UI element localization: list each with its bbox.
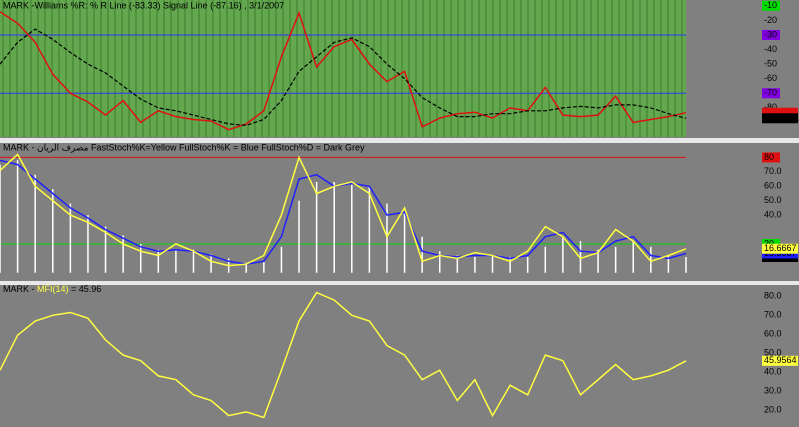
y-tick-label: 50.0 [764,348,782,358]
y-tick-label: -80 [764,102,777,112]
bar [157,249,160,273]
bar [333,181,335,273]
y-tick-label: 60.0 [764,181,782,191]
y-tick-label: 20.0 [764,404,782,414]
bar [650,246,652,273]
level-box [762,29,780,40]
bar [526,256,529,273]
bar [263,261,265,273]
value-box [762,113,798,124]
panel-title: MARK - MFI(14) = 45.96 [3,284,101,294]
title-text: = 45.96 [71,284,101,294]
y-tick-label: 60.0 [764,329,782,339]
level-label: -10 [764,0,777,10]
bar [579,241,582,273]
bar [192,249,195,273]
bar [210,254,212,273]
level-label: 20 [764,238,774,248]
panel-title: MARK - مصرف الريان FastStoch%K=Yellow Fu… [3,142,365,153]
y-tick-label: -40 [764,44,777,54]
bar [509,256,511,273]
bar [562,236,564,273]
bar [315,181,318,273]
vertical-grid [0,0,686,137]
level-label: -70 [764,88,777,98]
bar [544,246,547,273]
y-tick-label: 70.0 [764,310,782,320]
y-tick-label: -60 [764,73,777,83]
y-tick-label: 80.0 [764,291,782,301]
bar [0,164,1,273]
bar [632,241,634,273]
bar [368,186,371,273]
separator [0,138,799,143]
bar [104,226,107,273]
value-label: -87.1641 [764,113,799,123]
y-tick-label: 40.0 [764,209,782,219]
level-box [762,0,780,11]
bar [139,243,142,273]
bar [175,249,177,273]
y-tick-label: -50 [764,59,777,69]
bar [16,160,19,273]
bar [34,174,36,273]
y-tick-label: 50.0 [764,195,782,205]
value-box [762,107,798,118]
bar [69,203,72,273]
series-line [0,153,687,267]
series-line [0,10,687,131]
y-tick-label: 40.0 [764,366,782,376]
bar [245,262,248,273]
value-box [762,355,798,366]
y-tick-label: -20 [764,15,777,25]
bar [438,251,441,273]
bar [403,212,406,273]
bar [491,255,494,273]
level-label: 80 [764,152,774,162]
bar [52,189,54,273]
bar [614,246,617,273]
level-label: -30 [764,29,777,39]
series-line [0,291,687,419]
bar [597,249,599,273]
bar [122,235,124,273]
separator [0,281,799,285]
bar [87,215,89,273]
series-name: MFI(14) [37,284,69,294]
bar [298,200,300,273]
bar [351,184,353,273]
value-box [762,243,798,254]
bar [280,246,283,273]
bar [421,236,423,273]
y-tick-label: 30.0 [764,385,782,395]
title-text: MARK - [3,284,35,294]
value-label: 16.6667 [764,243,797,253]
panel-title: MARK -Williams %R: % R Line (-83.33) Sig… [3,0,284,10]
bar [474,256,476,273]
bar [667,255,670,273]
level-box [762,152,780,163]
y-tick-label: 70.0 [764,166,782,176]
bar [456,255,459,273]
level-box [762,88,780,99]
value-label: 45.9564 [764,355,797,365]
bar [685,257,687,273]
